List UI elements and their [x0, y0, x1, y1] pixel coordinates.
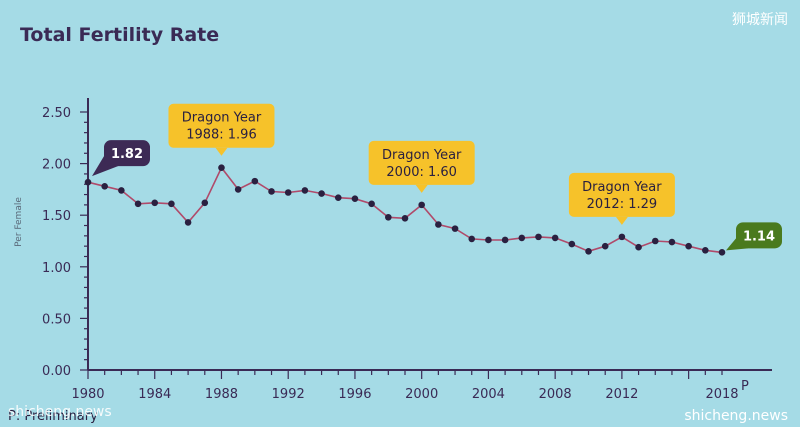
- callout-title: Dragon Year: [582, 180, 662, 195]
- data-point: [501, 236, 509, 244]
- data-point: [201, 199, 209, 207]
- data-point: [451, 225, 459, 232]
- data-point: [101, 183, 108, 190]
- callout-title: Dragon Year: [182, 111, 262, 126]
- x-tick-label: 2008: [539, 387, 572, 402]
- callout-value: 2000: 1.60: [386, 165, 457, 180]
- data-point: [301, 187, 309, 194]
- callout-title: Dragon Year: [382, 148, 462, 163]
- badge-label: 1.82: [111, 147, 143, 162]
- data-point: [635, 243, 642, 251]
- badge-box: [736, 222, 782, 249]
- data-point: [518, 234, 526, 242]
- dragon-year-callout: Dragon Year 2000: 1.60: [368, 140, 475, 193]
- badge-box: [104, 140, 150, 167]
- data-point: [551, 234, 559, 242]
- data-point: [418, 201, 425, 209]
- y-tick-label: 1.50: [42, 209, 71, 224]
- badge-pointer: [92, 156, 118, 177]
- data-point: [485, 236, 492, 244]
- callout-box: [168, 103, 275, 148]
- x-tick-label: 2004: [472, 387, 505, 402]
- data-point: [435, 221, 442, 228]
- x-tick-label: 1984: [138, 387, 171, 402]
- y-tick-label: 2.50: [42, 106, 71, 121]
- watermark-top-right: 狮城新闻: [732, 12, 788, 28]
- data-point: [702, 246, 709, 254]
- data-point: [318, 190, 325, 197]
- data-point: [385, 213, 392, 221]
- series-line: [84, 164, 726, 256]
- x-tick-label: 2000: [405, 387, 438, 402]
- data-point: [84, 178, 92, 186]
- data-point: [284, 189, 292, 196]
- footnote: P: Preliminary: [8, 409, 98, 424]
- y-tick-label: 0.50: [42, 312, 71, 327]
- data-point: [468, 235, 476, 243]
- callout-value: 2012: 1.29: [587, 197, 658, 212]
- dragon-year-callout: Dragon Year 2012: 1.29: [568, 172, 675, 225]
- data-point: [401, 214, 409, 222]
- data-point: [268, 188, 275, 195]
- x-tick-label: 2012: [605, 387, 638, 402]
- data-point: [234, 186, 242, 193]
- data-point: [535, 233, 542, 241]
- x-tick-label: 1988: [205, 387, 238, 402]
- data-point: [118, 187, 125, 194]
- end-value-badge: 1.14: [726, 222, 782, 251]
- chart-title: Total Fertility Rate: [20, 24, 219, 46]
- y-tick-label: 1.00: [42, 261, 71, 276]
- data-point: [251, 177, 259, 185]
- badge-label: 1.14: [743, 229, 775, 244]
- data-point: [651, 237, 659, 245]
- data-point: [134, 200, 142, 208]
- data-point: [368, 200, 375, 208]
- start-value-badge: 1.82: [92, 140, 150, 177]
- watermark-bottom-left: shicheng.news: [8, 404, 112, 420]
- data-point: [168, 200, 175, 208]
- data-point: [334, 194, 342, 201]
- callout-box: [568, 172, 675, 217]
- x-tick-label: 2018: [705, 387, 738, 402]
- callout-pointer: [415, 184, 428, 193]
- x-tick-label: 1980: [71, 387, 104, 402]
- dragon-year-callout: Dragon Year 1988: 1.96: [168, 103, 275, 156]
- data-point: [601, 242, 609, 250]
- watermark-bottom-right: shicheng.news: [684, 408, 788, 424]
- data-point: [585, 248, 592, 255]
- callout-pointer: [615, 216, 628, 225]
- annotations: Dragon Year 1988: 1.96 Dragon Year 2000: 1.…: [92, 103, 782, 251]
- data-point: [668, 238, 676, 246]
- x-tick-label: 1996: [338, 387, 371, 402]
- y-tick-label: 0.00: [42, 364, 71, 379]
- axes: 0.00 0.50 1.00 1.50 2.00 2.50 1980 1984 1988 1992…: [42, 98, 772, 402]
- callout-box: [368, 140, 475, 185]
- x-tick-superscript: P: [741, 379, 749, 394]
- data-point: [568, 240, 576, 248]
- x-tick-label: 1992: [272, 387, 305, 402]
- data-point: [685, 242, 692, 250]
- data-point: [184, 219, 192, 226]
- y-axis-label: Per Female: [14, 197, 24, 247]
- data-point: [151, 199, 159, 207]
- y-tick-label: 2.00: [42, 158, 71, 173]
- data-point: [218, 164, 225, 172]
- callout-pointer: [215, 147, 228, 156]
- data-point: [618, 233, 626, 241]
- data-point: [718, 249, 726, 256]
- callout-value: 1988: 1.96: [186, 128, 257, 143]
- data-point: [351, 195, 359, 202]
